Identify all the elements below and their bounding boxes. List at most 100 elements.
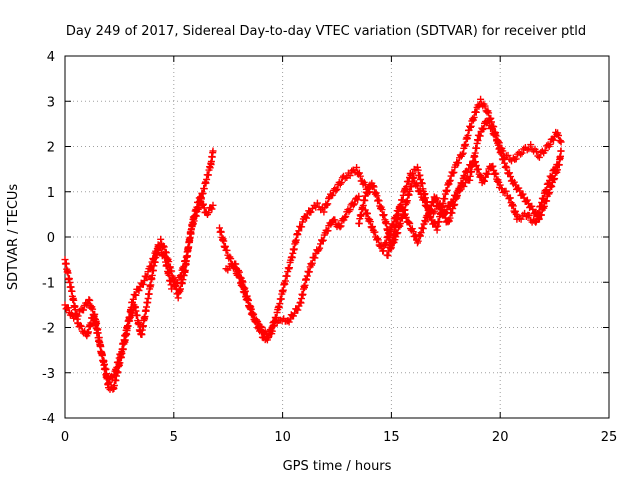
data-point-plus bbox=[205, 209, 213, 217]
data-point-plus bbox=[223, 246, 231, 254]
data-point-plus bbox=[156, 244, 164, 252]
data-point-plus bbox=[350, 200, 358, 208]
y-tick-label: -4 bbox=[42, 412, 55, 427]
data-point-plus bbox=[528, 202, 536, 210]
data-point-plus bbox=[303, 214, 310, 222]
data-point-plus bbox=[495, 139, 503, 147]
data-point-plus bbox=[132, 291, 140, 299]
data-point-plus bbox=[270, 318, 278, 325]
data-point-plus bbox=[547, 174, 555, 181]
x-tick-label: 10 bbox=[274, 430, 291, 445]
data-point-plus bbox=[464, 168, 472, 176]
data-point-plus bbox=[80, 306, 87, 314]
data-point-plus bbox=[555, 132, 562, 139]
data-point-plus bbox=[355, 192, 363, 200]
data-point-plus bbox=[491, 130, 499, 138]
data-point-plus bbox=[518, 149, 526, 157]
data-point-plus bbox=[247, 305, 255, 313]
data-point-plus bbox=[424, 204, 432, 212]
data-point-plus bbox=[406, 220, 414, 227]
data-point-plus bbox=[323, 201, 331, 209]
data-point-plus bbox=[455, 159, 462, 167]
data-point-plus bbox=[337, 222, 345, 230]
data-point-plus bbox=[550, 136, 557, 144]
data-point-plus bbox=[523, 196, 531, 204]
data-point-plus bbox=[502, 187, 510, 195]
data-point-plus bbox=[481, 102, 489, 110]
data-point-plus bbox=[346, 172, 354, 179]
data-point-plus bbox=[492, 131, 500, 139]
data-point-plus bbox=[535, 153, 543, 161]
data-point-plus bbox=[519, 190, 527, 198]
data-point-plus bbox=[449, 169, 457, 177]
data-point-plus bbox=[384, 252, 392, 259]
y-tick-label: 4 bbox=[47, 50, 55, 65]
data-point-plus bbox=[355, 169, 363, 177]
data-point-plus bbox=[341, 174, 349, 182]
data-point-plus bbox=[371, 190, 379, 198]
data-point-plus bbox=[417, 229, 425, 237]
x-tick-label: 0 bbox=[61, 430, 69, 445]
data-point-plus bbox=[305, 268, 313, 276]
y-tick-label: -2 bbox=[42, 322, 55, 337]
data-point-plus bbox=[364, 188, 372, 196]
data-point-plus bbox=[254, 318, 262, 325]
data-point-plus bbox=[446, 176, 454, 184]
data-point-plus bbox=[76, 321, 84, 329]
data-point-plus bbox=[173, 278, 181, 286]
data-point-plus bbox=[363, 189, 371, 197]
data-point-plus bbox=[74, 312, 82, 320]
data-point-plus bbox=[548, 172, 556, 180]
data-point-plus bbox=[474, 165, 482, 173]
y-tick-label: 1 bbox=[47, 186, 55, 201]
data-point-plus bbox=[527, 141, 535, 149]
data-point-plus bbox=[485, 117, 493, 125]
data-point-plus bbox=[371, 228, 379, 236]
data-point-plus bbox=[438, 206, 446, 214]
data-point-plus bbox=[235, 268, 243, 276]
x-tick-label: 5 bbox=[170, 430, 178, 445]
data-point-plus bbox=[405, 218, 413, 226]
data-point-plus bbox=[492, 170, 500, 178]
data-point-plus bbox=[294, 231, 302, 239]
data-point-plus bbox=[139, 280, 147, 288]
data-point-plus bbox=[332, 187, 340, 194]
data-point-plus bbox=[472, 108, 480, 116]
data-point-plus bbox=[472, 158, 479, 166]
data-point-plus bbox=[157, 235, 165, 243]
data-point-plus bbox=[410, 174, 418, 182]
data-point-plus bbox=[168, 285, 176, 293]
data-point-plus bbox=[496, 181, 504, 189]
data-point-plus bbox=[200, 200, 207, 208]
data-point-plus bbox=[509, 201, 516, 208]
data-point-plus bbox=[316, 244, 324, 252]
data-point-plus bbox=[469, 115, 477, 123]
data-point-plus bbox=[356, 172, 364, 180]
data-point-plus bbox=[235, 267, 242, 275]
data-point-plus bbox=[409, 228, 417, 236]
data-point-plus bbox=[329, 191, 337, 199]
data-point-plus bbox=[197, 195, 205, 203]
data-point-plus bbox=[208, 205, 216, 213]
data-point-plus bbox=[295, 227, 303, 235]
data-point-plus bbox=[348, 167, 356, 175]
data-point-plus bbox=[431, 207, 439, 215]
data-point-plus bbox=[380, 211, 388, 219]
data-point-plus bbox=[553, 161, 561, 169]
data-point-plus bbox=[557, 147, 565, 155]
data-point-plus bbox=[477, 95, 485, 103]
data-point-plus bbox=[172, 279, 180, 287]
y-tick-label: 2 bbox=[47, 141, 55, 156]
data-point-plus bbox=[525, 211, 533, 219]
data-point-plus bbox=[541, 147, 549, 154]
data-point-plus bbox=[432, 223, 440, 231]
data-point-plus bbox=[458, 150, 466, 158]
data-point-plus bbox=[374, 234, 381, 242]
data-point-plus bbox=[546, 140, 554, 148]
data-point-plus bbox=[414, 182, 421, 190]
data-point-plus bbox=[264, 332, 272, 340]
data-point-plus bbox=[421, 196, 428, 204]
data-point-plus bbox=[516, 187, 524, 195]
data-point-plus bbox=[460, 172, 468, 180]
data-point-plus bbox=[557, 138, 565, 146]
